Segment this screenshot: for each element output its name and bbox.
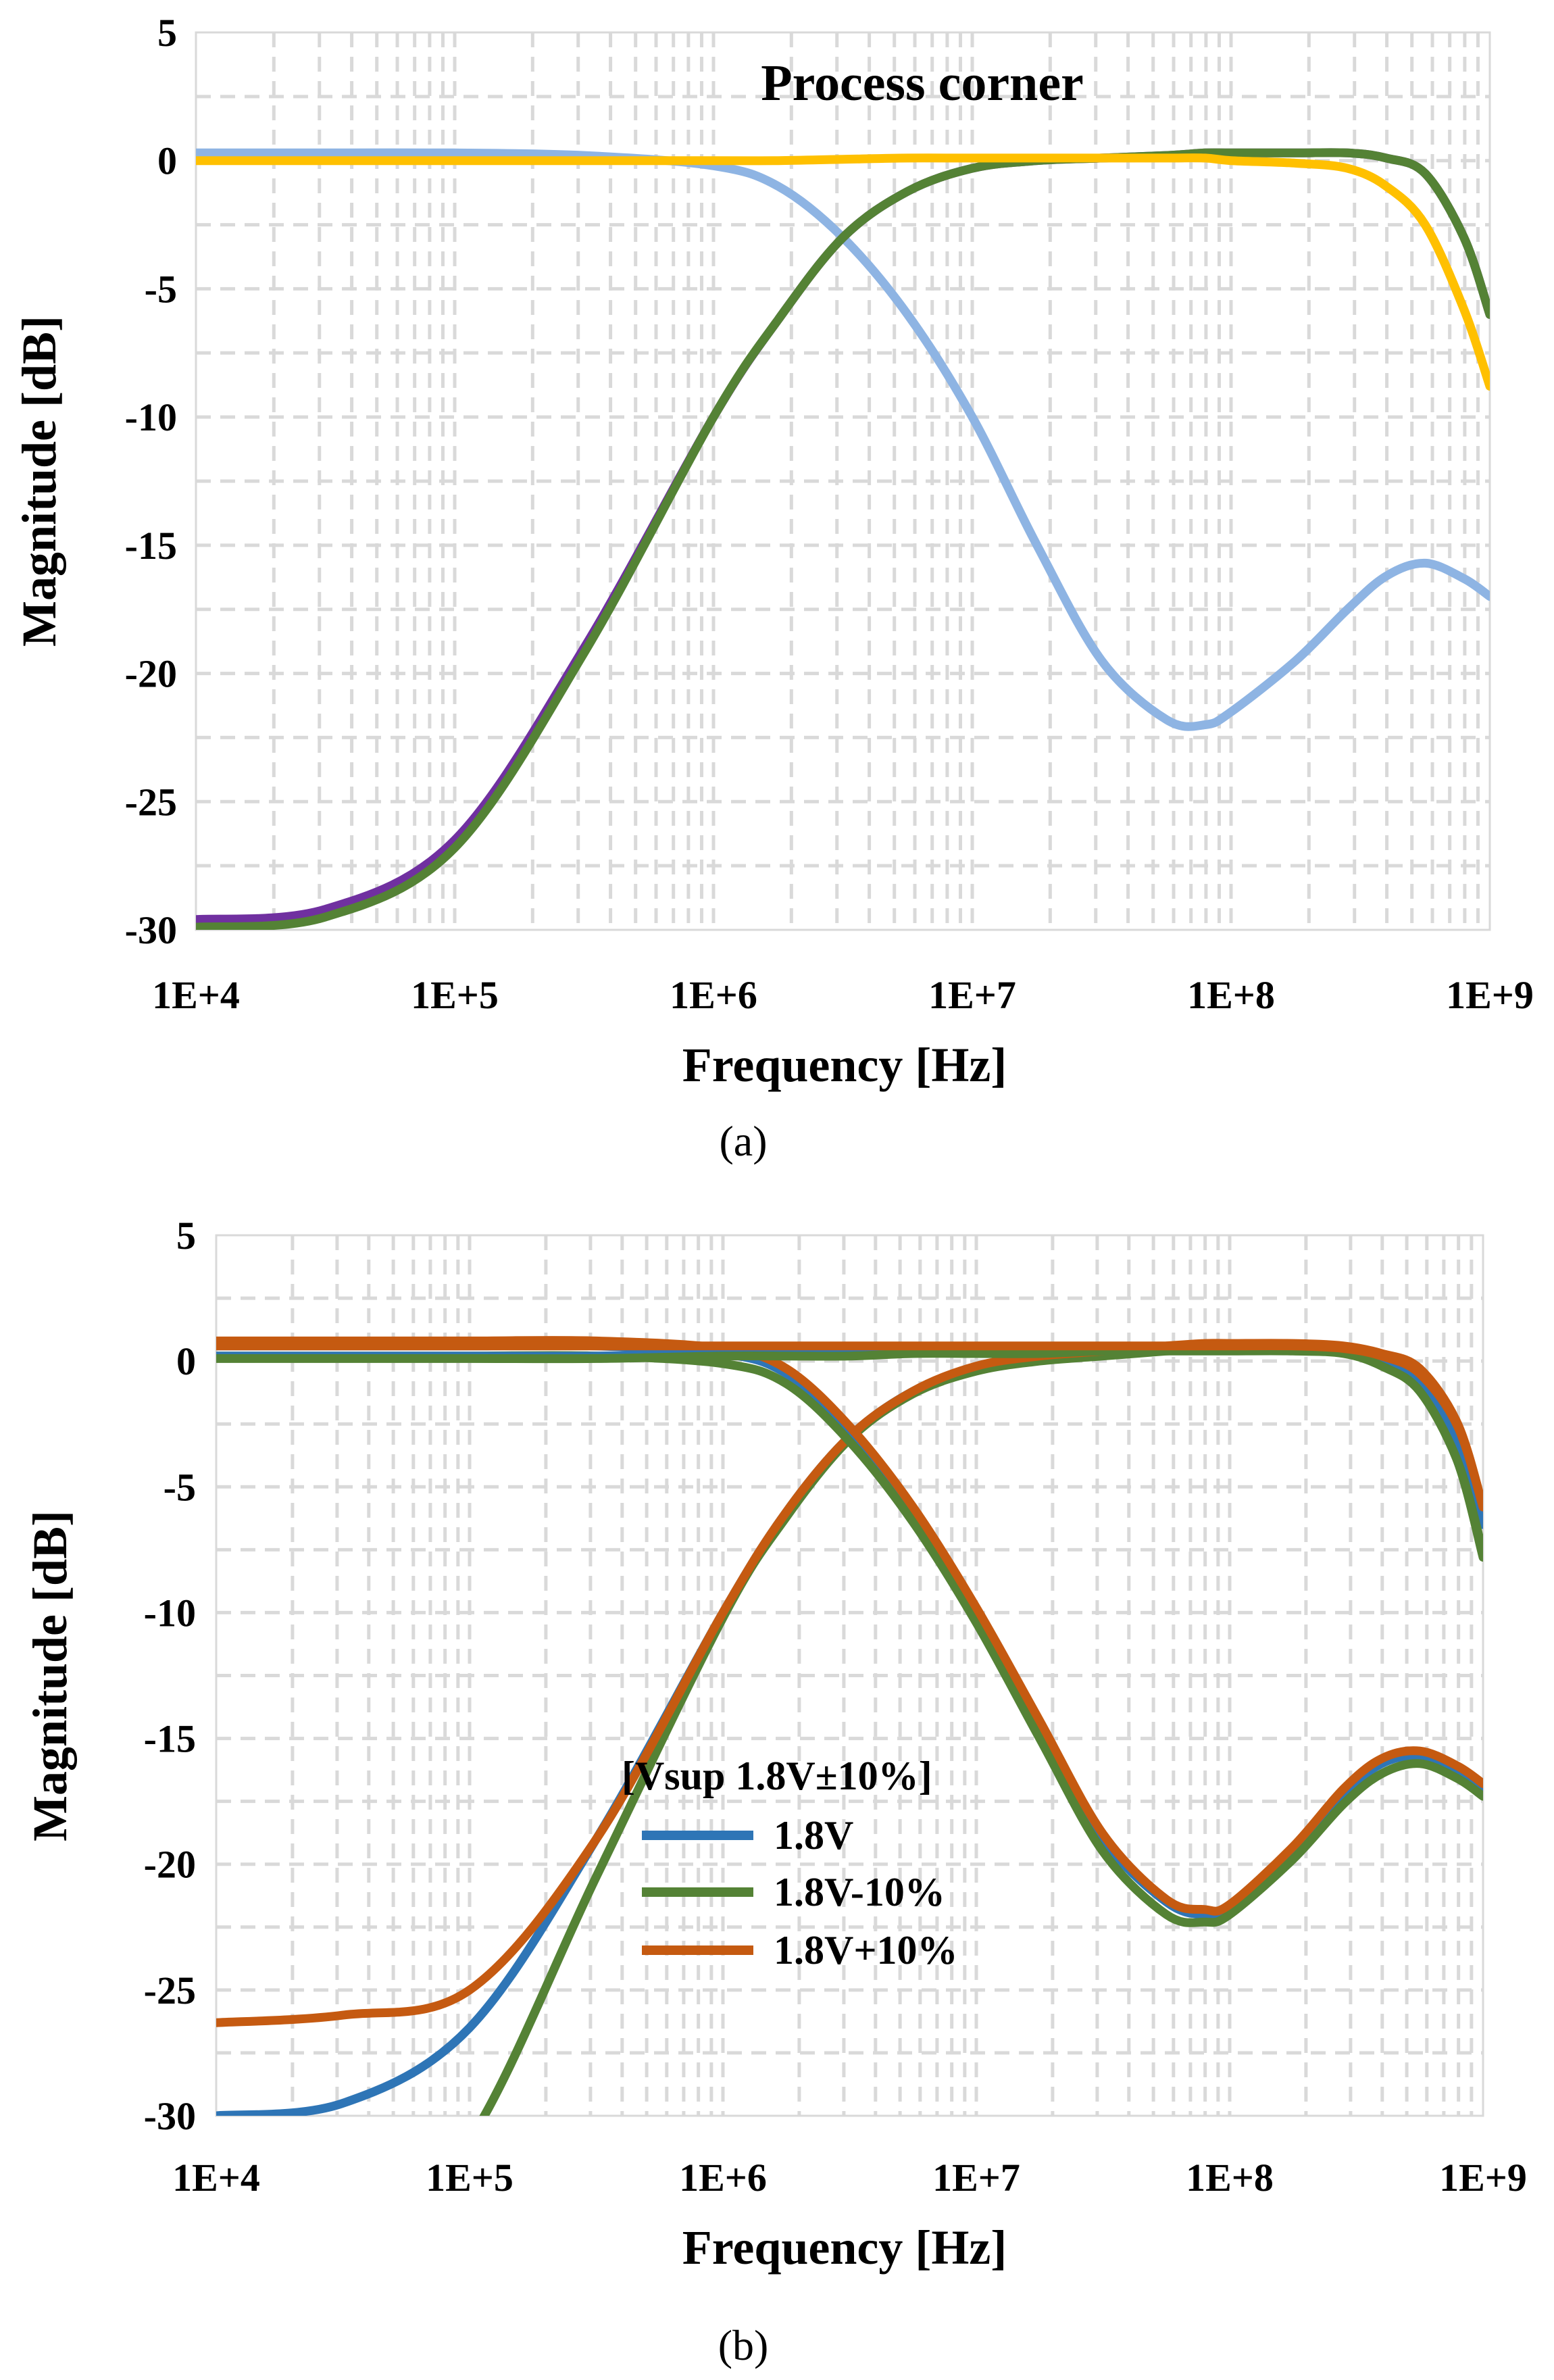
x-tick-label: 1E+4 xyxy=(152,973,240,1017)
series-line-1-8v-10- xyxy=(216,1346,1483,1557)
panel-b-x-axis-label: Frequency [Hz] xyxy=(682,2221,1007,2275)
panel-b-grid xyxy=(216,1235,1483,2116)
y-tick-label: -20 xyxy=(144,1843,196,1887)
panel-b-series xyxy=(216,1336,1483,2116)
x-tick-label: 1E+8 xyxy=(1187,973,1275,1017)
legend-label-1-8v-minus-10: 1.8V-10% xyxy=(774,1870,945,1914)
panel-b-y-axis-label: Magnitude [dB] xyxy=(23,1510,77,1841)
legend-label-1-8v: 1.8V xyxy=(774,1813,853,1858)
y-tick-label: 5 xyxy=(176,1214,196,1258)
panel-a-caption: (a) xyxy=(719,1117,767,1165)
series-line-highpass xyxy=(196,148,1490,930)
y-tick-label: -30 xyxy=(125,908,177,952)
series-line-1-8v-10- xyxy=(216,1341,1483,1512)
x-tick-label: 1E+4 xyxy=(172,2156,260,2200)
legend-label-1-8v-plus-10: 1.8V+10% xyxy=(774,1928,958,1973)
panel-a-grid xyxy=(196,32,1490,930)
panel-b-legend: [Vsup 1.8V±10%] 1.8V 1.8V-10% 1.8V+10% xyxy=(622,1754,958,1973)
x-tick-label: 1E+5 xyxy=(411,973,499,1017)
x-tick-label: 1E+6 xyxy=(679,2156,767,2200)
panel-a-y-ticks: 5 0 -5 -10 -15 -20 -25 -30 xyxy=(125,11,177,952)
y-tick-label: -5 xyxy=(164,1465,196,1509)
x-tick-label: 1E+7 xyxy=(928,973,1016,1017)
y-tick-label: -25 xyxy=(144,1968,196,2012)
y-tick-label: 0 xyxy=(176,1339,196,1383)
y-tick-label: -25 xyxy=(125,780,177,824)
panel-a-x-axis-label: Frequency [Hz] xyxy=(682,1038,1007,1092)
y-tick-label: 5 xyxy=(157,11,177,55)
y-tick-label: -20 xyxy=(125,652,177,696)
y-tick-label: 0 xyxy=(157,139,177,183)
x-tick-label: 1E+9 xyxy=(1439,2156,1527,2200)
x-tick-label: 1E+6 xyxy=(670,973,757,1017)
y-tick-label: -30 xyxy=(144,2094,196,2138)
panel-a-y-axis-label: Magnitude [dB] xyxy=(12,316,66,647)
x-tick-label: 1E+9 xyxy=(1446,973,1534,1017)
panel-a-chart: 5 0 -5 -10 -15 -20 -25 -30 1E+4 1E+5 1E+6 1E+7 1E+8… xyxy=(12,11,1534,1165)
panel-a-title: Process corner xyxy=(761,55,1084,111)
panel-a-x-ticks: 1E+4 1E+5 1E+6 1E+7 1E+8 1E+9 xyxy=(152,973,1534,1017)
x-tick-label: 1E+7 xyxy=(932,2156,1020,2200)
y-tick-label: -15 xyxy=(125,524,177,568)
series-line-allpass xyxy=(196,153,1490,391)
x-tick-label: 1E+8 xyxy=(1186,2156,1274,2200)
panel-b-caption: (b) xyxy=(718,2321,769,2369)
panel-b-y-ticks: 5 0 -5 -10 -15 -20 -25 -30 xyxy=(144,1214,196,2138)
series-line-1-8v-10- xyxy=(216,1336,1483,1916)
y-tick-label: -15 xyxy=(144,1717,196,1761)
y-tick-label: -10 xyxy=(144,1591,196,1635)
x-tick-label: 1E+5 xyxy=(426,2156,513,2200)
y-tick-label: -10 xyxy=(125,395,177,439)
panel-b-x-ticks: 1E+4 1E+5 1E+6 1E+7 1E+8 1E+9 xyxy=(172,2156,1527,2200)
y-tick-label: -5 xyxy=(145,267,177,311)
panel-a-series xyxy=(196,148,1490,930)
series-line-lowpass xyxy=(196,148,1490,731)
panel-b-chart: 5 0 -5 -10 -15 -20 -25 -30 1E+4 1E+5 1E+6 1E+7 1E+8… xyxy=(23,1214,1527,2369)
legend-title: [Vsup 1.8V±10%] xyxy=(622,1754,932,1798)
